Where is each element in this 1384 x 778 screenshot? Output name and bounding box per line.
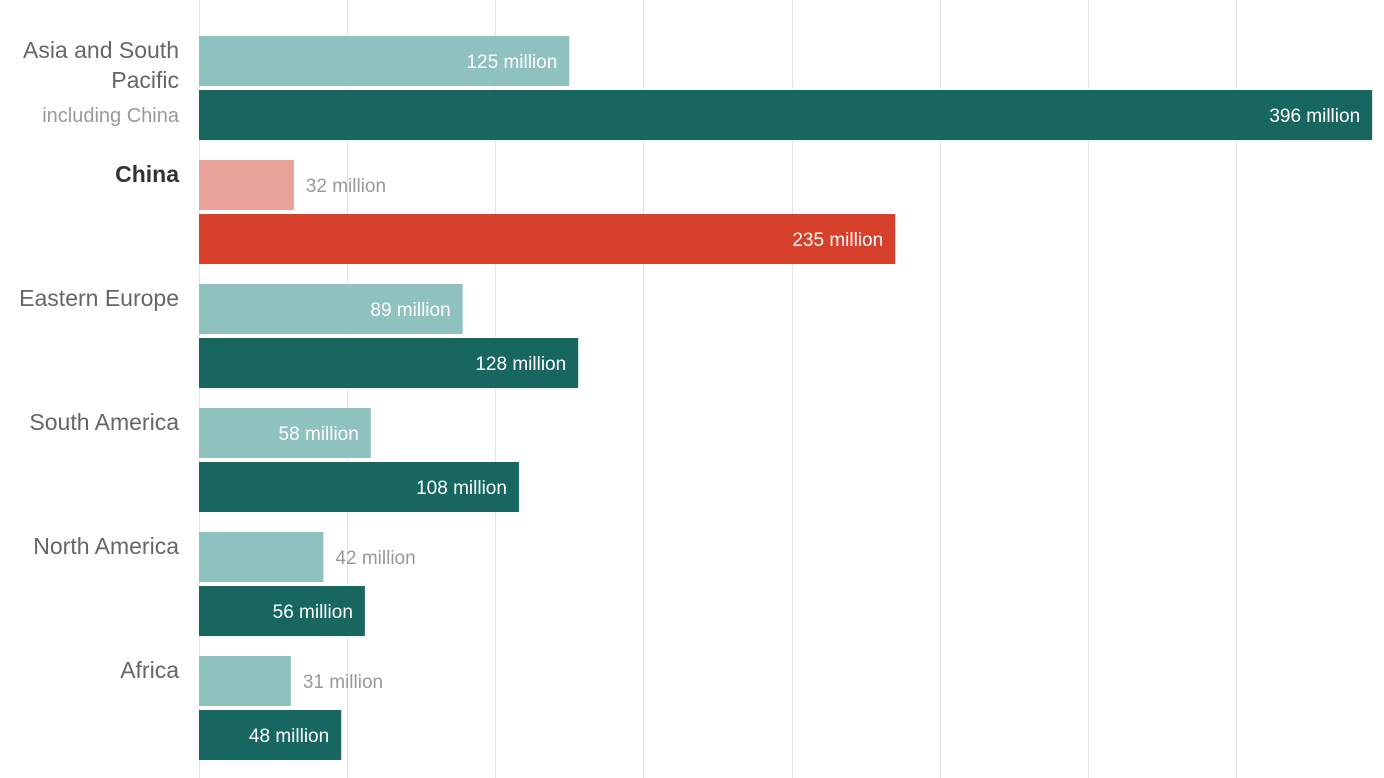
category-label: Eastern Europe bbox=[19, 285, 179, 311]
bar bbox=[199, 90, 1373, 140]
category-label: China bbox=[115, 161, 179, 187]
data-label: 89 million bbox=[370, 300, 450, 321]
data-label: 58 million bbox=[279, 424, 359, 445]
data-label: 108 million bbox=[416, 478, 507, 499]
data-label: 42 million bbox=[335, 548, 415, 569]
category-labels: Asia and South Pacific including China Chin… bbox=[19, 37, 180, 683]
data-label: 32 million bbox=[306, 176, 386, 197]
category-label: Pacific bbox=[111, 67, 179, 93]
bar bbox=[199, 710, 342, 760]
bar bbox=[199, 338, 579, 388]
data-label: 56 million bbox=[273, 602, 353, 623]
data-label: 31 million bbox=[303, 672, 383, 693]
bar bbox=[199, 586, 365, 636]
data-label: 48 million bbox=[249, 726, 329, 747]
data-label: 125 million bbox=[466, 52, 557, 73]
category-sublabel: including China bbox=[42, 105, 180, 127]
category-label: Asia and South bbox=[23, 37, 179, 63]
bar bbox=[199, 284, 463, 334]
bars: 125 million 396 million 32 million 235 mill… bbox=[199, 36, 1373, 760]
category-label: Africa bbox=[120, 657, 179, 683]
data-label: 128 million bbox=[475, 354, 566, 375]
bar bbox=[199, 36, 570, 86]
data-label: 396 million bbox=[1269, 106, 1360, 127]
data-label: 235 million bbox=[792, 230, 883, 251]
bar bbox=[199, 214, 896, 264]
category-label: South America bbox=[29, 409, 179, 435]
bar bbox=[199, 462, 519, 512]
bar bbox=[199, 532, 324, 582]
bar bbox=[199, 656, 291, 706]
category-label: North America bbox=[33, 533, 179, 559]
bar bbox=[199, 160, 294, 210]
bar bbox=[199, 408, 371, 458]
